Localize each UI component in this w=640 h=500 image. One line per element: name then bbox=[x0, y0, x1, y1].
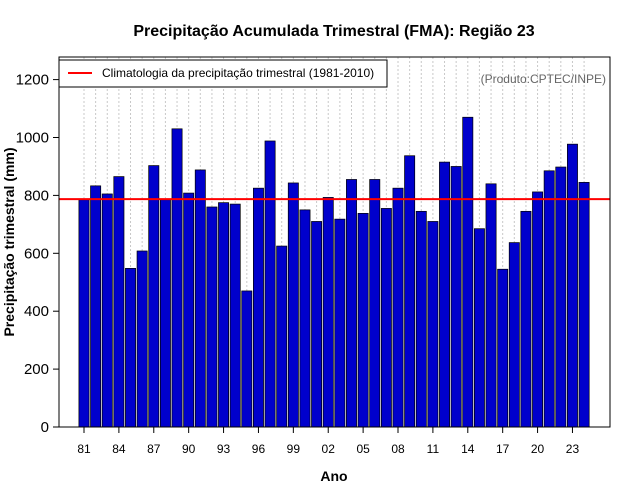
bar-2019 bbox=[520, 210, 532, 428]
y-axis-label: Precipitação trimestral (mm) bbox=[1, 147, 17, 336]
bar-2003 bbox=[334, 218, 346, 428]
y-tick-label: 800 bbox=[24, 187, 49, 204]
x-tick-label: 96 bbox=[252, 442, 266, 456]
x-tick-label: 87 bbox=[147, 442, 161, 456]
bar-2001 bbox=[311, 221, 323, 428]
bar-2004 bbox=[346, 179, 357, 428]
bar-1990 bbox=[183, 192, 195, 428]
bar-1994 bbox=[229, 203, 241, 428]
y-tick-label: 400 bbox=[24, 303, 49, 320]
bar-1987 bbox=[148, 165, 160, 428]
bar-1988 bbox=[159, 199, 171, 428]
y-tick-label: 600 bbox=[24, 245, 49, 262]
y-tick-label: 1200 bbox=[16, 72, 49, 89]
bar-1995 bbox=[241, 290, 253, 428]
x-tick-label: 02 bbox=[322, 442, 336, 456]
bar-2014 bbox=[462, 116, 474, 428]
bar-2015 bbox=[473, 228, 485, 428]
bar-1986 bbox=[136, 250, 148, 428]
x-tick-label: 90 bbox=[182, 442, 196, 456]
x-tick-label: 14 bbox=[461, 442, 475, 456]
bar-2018 bbox=[508, 242, 520, 428]
source-annotation: (Produto:CPTEC/INPE) bbox=[481, 72, 606, 86]
y-tick-label: 200 bbox=[24, 361, 49, 378]
x-axis-label: Ano bbox=[320, 468, 347, 484]
legend-label: Climatologia da precipitação trimestral … bbox=[102, 66, 374, 80]
y-tick-label: 1000 bbox=[16, 130, 49, 147]
bar-2024 bbox=[578, 182, 590, 428]
bar-1991 bbox=[194, 169, 206, 428]
bars bbox=[78, 116, 590, 428]
legend: Climatologia da precipitação trimestral … bbox=[58, 59, 388, 88]
legend-box bbox=[58, 59, 388, 88]
bar-1982 bbox=[90, 185, 102, 428]
bar-1981 bbox=[78, 199, 90, 428]
bar-2005 bbox=[357, 212, 369, 428]
bar-1993 bbox=[218, 202, 230, 428]
bar-2020 bbox=[532, 191, 544, 428]
x-tick-label: 23 bbox=[566, 442, 580, 456]
bar-2013 bbox=[450, 166, 462, 428]
y-tick-label: 0 bbox=[41, 419, 49, 436]
bar-2011 bbox=[427, 221, 439, 428]
bar-2006 bbox=[369, 179, 381, 428]
bar-1996 bbox=[253, 187, 264, 428]
x-tick-label: 81 bbox=[77, 442, 91, 456]
bar-2016 bbox=[485, 183, 497, 428]
bar-1984 bbox=[113, 176, 125, 428]
bar-1992 bbox=[206, 206, 218, 428]
x-tick-label: 84 bbox=[112, 442, 126, 456]
x-tick-label: 20 bbox=[531, 442, 545, 456]
x-tick-label: 93 bbox=[217, 442, 231, 456]
bar-1983 bbox=[101, 193, 113, 428]
bar-2021 bbox=[543, 170, 555, 428]
bar-2009 bbox=[404, 155, 416, 428]
y-axis: 0 200 400 600 800 1000 1200 bbox=[16, 72, 59, 436]
x-tick-label: 11 bbox=[427, 442, 440, 456]
x-tick-label: 99 bbox=[287, 442, 301, 456]
plot-frame bbox=[58, 56, 611, 428]
x-axis: 81 84 87 90 93 96 99 02 05 08 11 14 17 20 23 bbox=[77, 427, 579, 456]
x-tick-label: 17 bbox=[496, 442, 510, 456]
bar-1999 bbox=[287, 182, 299, 428]
bar-2002 bbox=[322, 197, 334, 428]
x-tick-label: 05 bbox=[356, 442, 370, 456]
bar-2022 bbox=[555, 166, 567, 428]
bar-2008 bbox=[392, 187, 404, 428]
bar-1985 bbox=[125, 268, 136, 428]
bar-1998 bbox=[276, 245, 288, 428]
bar-2000 bbox=[299, 209, 311, 428]
bar-1997 bbox=[264, 140, 276, 428]
bar-2012 bbox=[439, 161, 450, 428]
bar-2007 bbox=[380, 208, 392, 428]
chart-title: Precipitação Acumulada Trimestral (FMA):… bbox=[133, 23, 534, 40]
x-tick-label: 08 bbox=[391, 442, 405, 456]
bar-2017 bbox=[497, 268, 509, 428]
bar-2023 bbox=[567, 143, 578, 428]
bar-2010 bbox=[415, 210, 427, 428]
bar-1989 bbox=[171, 128, 183, 428]
